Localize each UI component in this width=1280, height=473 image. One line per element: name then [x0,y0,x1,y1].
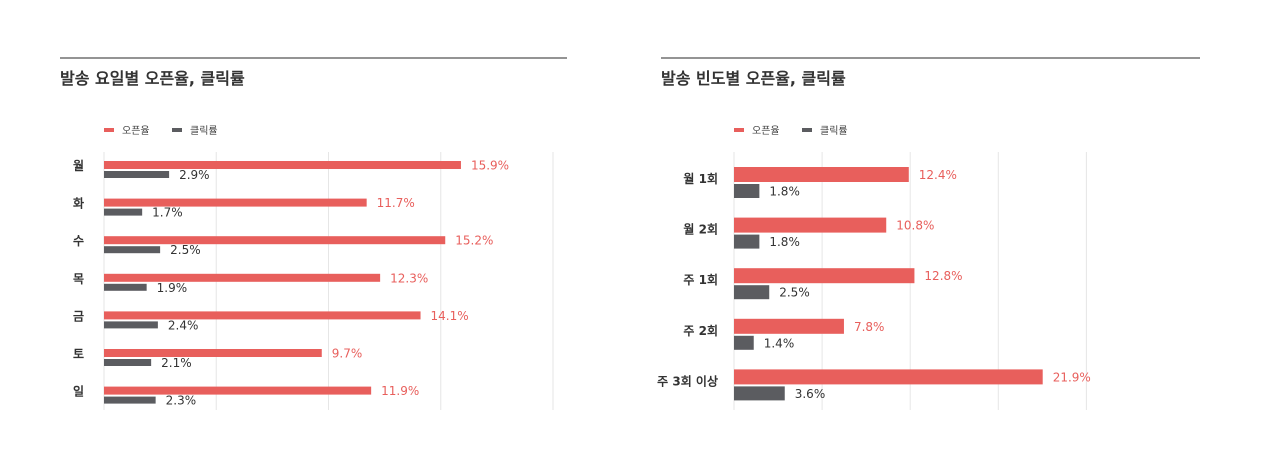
legend-swatch-1-1 [802,128,812,132]
bar-click-0-0 [104,171,170,178]
legend-swatch-1-0 [734,128,744,132]
category-label-0-1: 화 [73,196,84,211]
bar-open-1-0 [734,167,909,182]
category-label-0-3: 목 [73,272,84,286]
bar-click-1-2 [734,285,770,300]
value-click-1-0: 1.8% [769,185,800,199]
bar-open-0-6 [104,386,372,395]
value-open-0-5: 9.7% [332,347,363,361]
value-click-1-1: 1.8% [769,235,800,249]
bar-click-0-4 [104,321,158,329]
bar-open-0-4 [104,311,421,320]
bar-click-0-1 [104,208,143,216]
category-label-0-4: 금 [73,309,84,323]
bar-open-0-3 [104,273,381,282]
bar-click-0-5 [104,359,152,366]
category-label-0-2: 수 [73,234,84,248]
category-label-0-6: 일 [73,385,84,399]
legend-label-1-1: 클릭률 [820,125,848,137]
value-open-0-0: 15.9% [471,159,509,173]
bar-click-0-3 [104,283,147,291]
category-label-1-0: 월 1회 [683,171,718,186]
legend-label-0-0: 오픈율 [122,125,150,137]
bar-click-1-3 [734,335,754,350]
bar-click-1-4 [734,386,785,401]
value-open-1-4: 21.9% [1053,370,1091,384]
value-open-0-6: 11.9% [381,384,419,398]
legend-swatch-0-0 [104,128,114,132]
value-click-0-4: 2.4% [168,318,199,332]
value-open-0-1: 11.7% [377,196,415,210]
value-open-1-3: 7.8% [854,320,885,334]
category-label-0-5: 토 [73,347,84,361]
legend-label-1-0: 오픈율 [752,125,780,137]
category-label-1-1: 월 2회 [683,222,718,237]
value-open-1-1: 10.8% [896,219,934,233]
value-click-1-2: 2.5% [779,286,810,300]
category-label-1-4: 주 3회 이상 [657,373,718,388]
value-open-0-3: 12.3% [390,271,428,285]
value-click-0-3: 1.9% [157,281,188,295]
value-open-1-2: 12.8% [924,269,962,283]
bar-open-0-5 [104,349,322,357]
category-label-0-0: 월 [73,158,84,173]
bar-open-0-0 [104,161,461,169]
bar-click-0-6 [104,396,156,404]
value-click-1-4: 3.6% [795,387,826,401]
value-click-0-0: 2.9% [179,168,210,182]
bar-open-1-1 [734,217,887,233]
value-open-0-4: 14.1% [431,309,469,323]
legend-label-0-1: 클릭률 [190,125,218,137]
value-click-0-6: 2.3% [166,394,197,408]
bar-open-1-4 [734,369,1043,385]
value-open-1-0: 12.4% [919,168,957,182]
bar-click-1-0 [734,184,760,198]
bar-open-0-2 [104,236,446,245]
value-click-0-5: 2.1% [161,356,192,370]
chart-0-title: 발송 요일별 오픈율, 클릭률 [60,69,245,88]
bar-click-1-1 [734,234,760,249]
value-open-0-2: 15.2% [455,234,493,248]
bar-click-0-2 [104,246,161,254]
value-click-0-2: 2.5% [170,243,201,257]
legend-swatch-0-1 [172,128,182,132]
chart-1-title: 발송 빈도별 오픈율, 클릭률 [661,69,846,88]
bar-open-1-2 [734,268,915,284]
category-label-1-3: 주 2회 [683,323,718,338]
category-label-1-2: 주 1회 [683,272,718,287]
value-click-1-3: 1.4% [764,336,795,350]
bar-open-1-3 [734,318,844,334]
value-click-0-1: 1.7% [152,206,183,220]
bar-open-0-1 [104,198,367,207]
